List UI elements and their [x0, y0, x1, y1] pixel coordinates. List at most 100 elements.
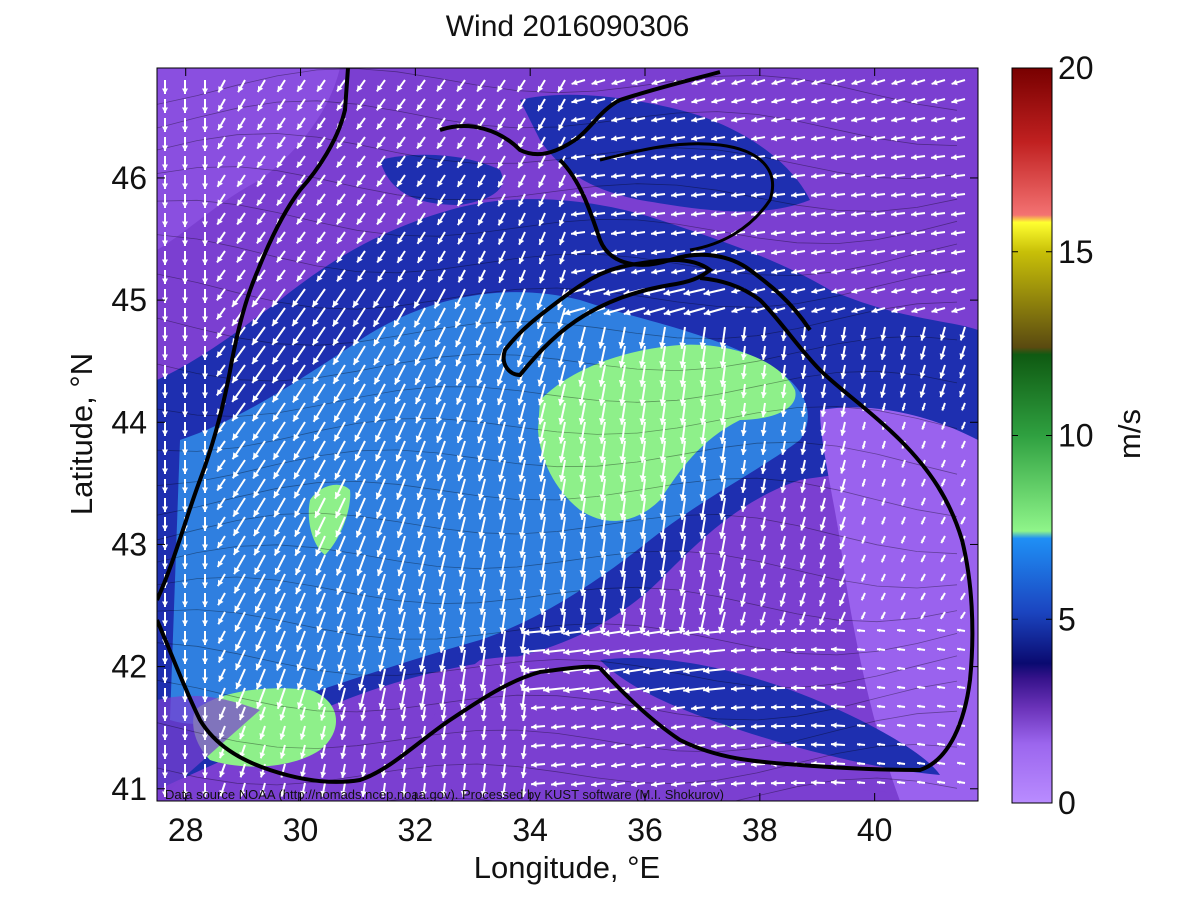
wind-vector	[610, 230, 626, 237]
wind-vector	[731, 79, 746, 86]
wind-vector	[950, 173, 966, 179]
wind-vector	[476, 98, 486, 112]
wind-vector	[643, 630, 666, 637]
wind-vector	[780, 383, 787, 398]
wind-vector	[876, 742, 886, 747]
wind-vector	[959, 364, 966, 379]
wind-vector	[162, 650, 168, 664]
wind-vector	[539, 516, 546, 539]
wind-vector	[317, 668, 326, 691]
wind-vector	[941, 402, 946, 411]
wind-vector	[182, 479, 188, 493]
speed-contour	[157, 609, 958, 656]
wind-vector	[599, 516, 607, 539]
wind-vector	[394, 402, 406, 424]
wind-vector	[671, 116, 686, 123]
wind-vector	[162, 99, 168, 113]
wind-vector	[480, 782, 487, 798]
wind-vector	[699, 516, 706, 539]
wind-vector	[599, 402, 606, 425]
wind-vector	[356, 573, 366, 596]
wind-vector	[791, 135, 806, 142]
wind-vector	[780, 478, 787, 493]
wind-vector	[498, 269, 506, 284]
wind-vector	[663, 667, 686, 675]
wind-vector	[416, 155, 426, 169]
wind-vector	[901, 459, 906, 468]
wind-vector	[856, 704, 866, 709]
wind-vector	[216, 269, 226, 282]
wind-vector	[557, 307, 566, 330]
wind-vector	[312, 364, 326, 385]
wind-vector	[312, 421, 326, 442]
wind-vector	[760, 459, 767, 474]
wind-vector	[334, 459, 346, 481]
wind-vector	[631, 116, 646, 123]
wind-vector	[583, 648, 606, 656]
wind-vector	[300, 763, 306, 778]
wind-vector	[378, 687, 386, 710]
wind-vector	[458, 535, 466, 558]
wind-vector	[236, 155, 246, 169]
wind-vector	[936, 761, 946, 765]
wind-vector	[779, 573, 786, 588]
wind-vector	[218, 725, 226, 740]
wind-vector	[659, 421, 667, 444]
wind-vector	[679, 554, 686, 577]
wind-vector	[559, 535, 567, 558]
wind-vector	[730, 173, 746, 179]
wind-vector	[480, 763, 487, 779]
wind-vector	[202, 422, 208, 436]
wind-vector	[699, 459, 707, 482]
wind-vector	[780, 516, 786, 531]
wind-vector	[579, 497, 587, 520]
wind-vector	[251, 421, 266, 441]
wind-vector	[851, 98, 866, 104]
wind-vector	[296, 155, 306, 168]
wind-vector	[939, 364, 946, 379]
wind-vector	[438, 630, 446, 653]
wind-vector	[699, 554, 706, 577]
wind-vector	[911, 98, 926, 104]
wind-vector	[400, 725, 407, 740]
wind-vector	[799, 535, 806, 550]
wind-vector	[956, 628, 966, 632]
wind-vector	[760, 421, 767, 436]
wind-vector	[790, 173, 806, 179]
wind-vector	[531, 723, 546, 730]
wind-vector	[876, 666, 886, 671]
wind-vector	[202, 764, 208, 778]
wind-vector	[417, 573, 426, 596]
wind-vector	[340, 782, 347, 797]
wind-vector	[870, 211, 886, 217]
wind-vector	[276, 687, 286, 710]
wind-vector	[710, 154, 726, 161]
wind-vector	[880, 611, 886, 620]
wind-vector	[520, 706, 527, 722]
wind-vector	[800, 440, 807, 455]
wind-vector	[182, 574, 188, 588]
wind-vector	[630, 230, 646, 237]
wind-vector	[523, 667, 546, 674]
wind-vector	[313, 459, 326, 480]
wind-vector	[911, 249, 926, 256]
wind-vector	[830, 722, 846, 729]
wind-vector	[251, 383, 266, 403]
wind-vector	[476, 364, 486, 386]
wind-vector	[911, 307, 926, 314]
wind-vector	[950, 192, 966, 198]
wind-vector	[850, 211, 866, 217]
wind-vector	[272, 478, 286, 499]
wind-vector	[619, 459, 627, 482]
colorbar-label: m/s	[1112, 409, 1147, 459]
wind-vector	[272, 459, 286, 480]
wind-vector	[900, 326, 907, 341]
wind-vector	[271, 402, 286, 422]
wind-vector	[538, 250, 546, 265]
wind-vector	[619, 478, 627, 501]
wind-vector	[683, 629, 706, 637]
wind-vector	[500, 725, 507, 741]
wind-vector	[315, 174, 326, 187]
wind-vector	[671, 249, 686, 256]
wind-vector	[292, 440, 306, 461]
